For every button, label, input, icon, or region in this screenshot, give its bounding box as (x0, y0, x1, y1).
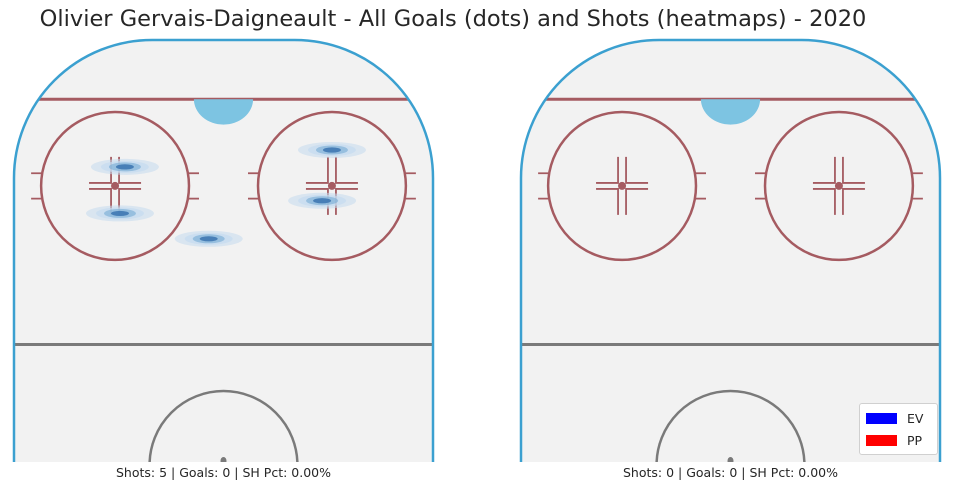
faceoff-dot-left (618, 181, 627, 190)
legend-swatch-pp (866, 434, 897, 446)
rink-markings (521, 97, 940, 462)
faceoff-dot-right (327, 181, 336, 190)
legend-label-pp: PP (907, 432, 923, 448)
legend: EV PP (859, 403, 938, 455)
shot-heat-3 (288, 192, 357, 209)
faceoff-circle-left (546, 110, 698, 262)
rink-panel-left (12, 38, 435, 462)
goal-crease (700, 99, 761, 125)
faceoff-circle-right (256, 110, 408, 262)
boards (12, 38, 435, 462)
caption-left: Shots: 5 | Goals: 0 | SH Pct: 0.00% (115, 465, 331, 480)
rink-panel-right (519, 38, 942, 462)
faceoff-circle-left (39, 110, 191, 262)
rink-markings (14, 97, 433, 462)
faceoff-dot-right (834, 181, 843, 190)
legend-label-ev: EV (907, 410, 924, 426)
caption-right: Shots: 0 | Goals: 0 | SH Pct: 0.00% (622, 465, 838, 480)
legend-item-ev: EV (866, 407, 931, 429)
legend-swatch-ev (866, 412, 897, 424)
shot-heat-1 (85, 205, 154, 222)
faceoff-dot-left (111, 181, 120, 190)
rink-surface (521, 40, 940, 462)
center-dot (220, 457, 227, 462)
shot-heat-4 (297, 141, 366, 158)
boards (519, 38, 942, 462)
legend-item-pp: PP (866, 429, 931, 451)
center-circle (148, 389, 299, 462)
center-dot (727, 457, 734, 462)
shot-heat-0 (174, 230, 243, 247)
goal-crease (193, 99, 254, 125)
faceoff-circle-right (763, 110, 915, 262)
chart-title: Olivier Gervais-Daigneault - All Goals (… (39, 6, 867, 32)
shot-heat-2 (90, 158, 159, 175)
center-circle (655, 389, 806, 462)
